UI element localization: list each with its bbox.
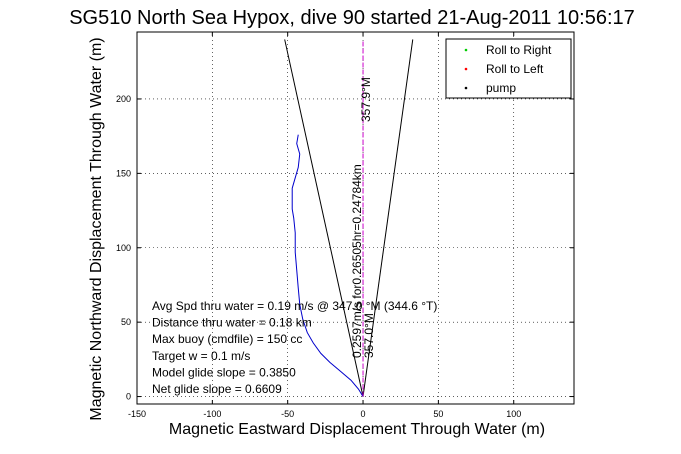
legend-label: Roll to Right	[486, 43, 552, 57]
heading-label-bottom: 357.0°M	[362, 313, 376, 358]
x-tick-label: 100	[506, 409, 521, 419]
y-tick-label: 100	[116, 243, 131, 253]
annotation-line: Distance thru water = 0.18 km	[152, 316, 312, 330]
gridlines	[136, 32, 574, 404]
y-tick-label: 0	[126, 392, 131, 402]
heading-label-top: 357.9°M	[359, 77, 373, 122]
x-tick-label: -150	[128, 409, 146, 419]
cone-line	[284, 39, 364, 397]
legend-marker	[464, 48, 468, 52]
y-tick-label: 50	[121, 317, 131, 327]
annotation-line: Avg Spd thru water = 0.19 m/s @ 347.0 °M…	[152, 299, 437, 313]
x-tick-label: -100	[203, 409, 221, 419]
annotation-line: Model glide slope = 0.3850	[152, 365, 296, 379]
y-tick-label: 200	[116, 94, 131, 104]
x-axis-label: Magnetic Eastward Displacement Through W…	[169, 421, 545, 438]
annotation-line: Net glide slope = 0.6609	[152, 382, 282, 396]
annotation-line: Max buoy (cmdfile) = 150 cc	[152, 332, 302, 346]
x-tick-label: 50	[433, 409, 443, 419]
y-ticks: 0 50 100 150 200	[116, 94, 574, 402]
legend-label: pump	[486, 81, 516, 95]
legend: Roll to Right Roll to Left pump	[445, 38, 572, 99]
x-tick-label: -50	[281, 409, 294, 419]
track-line	[291, 134, 364, 397]
y-tick-label: 150	[116, 168, 131, 178]
legend-label: Roll to Left	[486, 62, 544, 76]
stats-annotations: Avg Spd thru water = 0.19 m/s @ 347.0 °M…	[152, 299, 437, 396]
series-layer	[284, 39, 414, 397]
speed-label: 0.2597m/s for0.26505hr=0.24784km	[350, 164, 364, 358]
legend-marker	[464, 86, 468, 90]
rotated-labels: 0.2597m/s for0.26505hr=0.24784km 357.9°M 3…	[350, 77, 376, 358]
y-axis-label: Magnetic Northward Displacement Through …	[88, 37, 105, 420]
x-tick-label: 0	[361, 409, 366, 419]
annotation-line: Target w = 0.1 m/s	[152, 349, 250, 363]
x-ticks: -150 -100 -50 0 50 100	[128, 32, 521, 419]
legend-marker	[464, 67, 468, 71]
cone-line	[362, 39, 414, 397]
chart-title: SG510 North Sea Hypox, dive 90 started 2…	[69, 7, 635, 29]
plot-frame	[136, 31, 575, 405]
